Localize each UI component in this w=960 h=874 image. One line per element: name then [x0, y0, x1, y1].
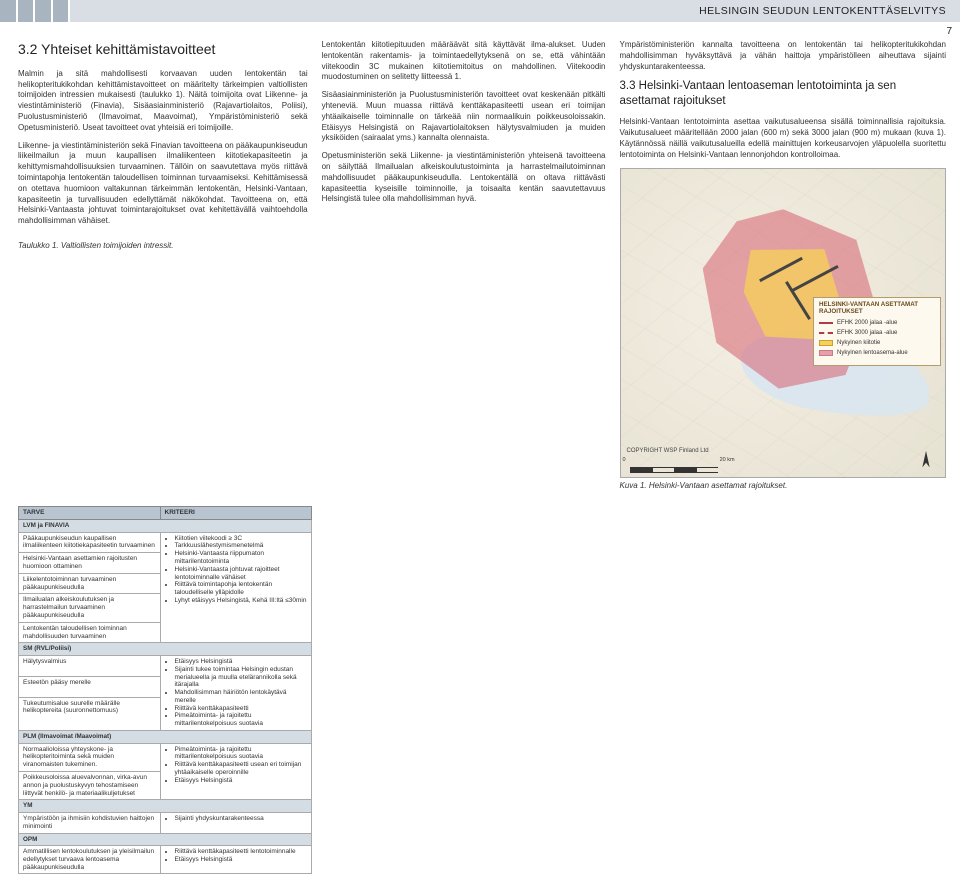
legend-row: EFHK 2000 jalaa -alue — [819, 319, 935, 327]
table-need-cell: Pääkaupunkiseudun kaupallisen ilmaliiken… — [19, 532, 161, 553]
header-stripes — [0, 0, 70, 22]
interests-table: TARVE KRITEERI LVM ja FINAVIAPääkaupunki… — [18, 506, 312, 874]
north-arrow-icon — [915, 449, 937, 471]
table-criteria-cell: Pimeätoiminta- ja rajoitettu mittarilent… — [160, 743, 312, 800]
page-body: 3.2 Yhteiset kehittämistavoitteet Malmin… — [0, 22, 960, 502]
table-group-label: OPM — [19, 833, 312, 846]
column-3: Ympäristöministeriön kannalta tavoitteen… — [620, 40, 947, 492]
table-group-label: PLM (Ilmavoimat /Maavoimat) — [19, 731, 312, 744]
para-3-2-f: Ympäristöministeriön kannalta tavoitteen… — [620, 40, 947, 72]
table-need-cell: Esteetön pääsy merelle — [19, 676, 161, 697]
criteria-item: Helsinki-Vantaasta riippumaton mittarile… — [175, 550, 308, 566]
table-group-label: YM — [19, 800, 312, 813]
map-copyright: COPYRIGHT WSP Finland Ltd — [627, 447, 709, 455]
table-criteria-cell: Etäisyys HelsingistäSijainti tukee toimi… — [160, 655, 312, 730]
legend-row: Nykyinen lentoasema-alue — [819, 349, 935, 357]
legend-swatch — [819, 350, 833, 356]
para-3-2-b: Liikenne- ja viestintäministeriön sekä F… — [18, 141, 308, 227]
criteria-item: Riittävä kenttäkapasiteetti usean eri to… — [175, 761, 308, 777]
table-group-label: SM (RVL/Poliisi) — [19, 643, 312, 656]
criteria-item: Etäisyys Helsingistä — [175, 777, 308, 785]
criteria-item: Riittävä kenttäkapasiteetti — [175, 705, 308, 713]
criteria-item: Kiitotien viitekoodi ≥ 3C — [175, 535, 308, 543]
table-need-cell: Ilmailualan alkeiskoulutuksen ja harrast… — [19, 594, 161, 622]
criteria-item: Etäisyys Helsingistä — [175, 658, 308, 666]
table-need-cell: Poikkeusoloissa aluevalvonnan, virka-avu… — [19, 772, 161, 800]
table-need-cell: Ammatillisen lentokoulutuksen ja yleisil… — [19, 846, 161, 874]
table-caption: Taulukko 1. Valtiollisten toimijoiden in… — [18, 241, 308, 252]
criteria-item: Sijainti tukee toimintaa Helsingin edust… — [175, 666, 308, 689]
table-need-cell: Lentokentän taloudellisen toiminnan mahd… — [19, 622, 161, 643]
table-need-cell: Tukeutumisalue suurelle määrälle helikop… — [19, 697, 161, 731]
para-3-2-a: Malmin ja sitä mahdollisesti korvaavan u… — [18, 69, 308, 134]
section-3-2-heading: 3.2 Yhteiset kehittämistavoitteet — [18, 40, 308, 59]
legend-swatch — [819, 340, 833, 346]
legend-swatch — [819, 322, 833, 324]
column-2: Lentokentän kiitotiepituuden määräävät s… — [322, 40, 606, 492]
criteria-item: Pimeätoiminta- ja rajoitettu mittarilent… — [175, 712, 308, 728]
legend-label: Nykyinen kiitotie — [837, 339, 880, 347]
table-need-cell: Normaalioloissa yhteyskone- ja helikopte… — [19, 743, 161, 771]
criteria-item: Etäisyys Helsingistä — [175, 856, 308, 864]
header-title: HELSINGIN SEUDUN LENTOKENTTÄSELVITYS — [699, 4, 946, 18]
table-need-cell: Liikelentotoiminnan turvaaminen pääkaupu… — [19, 573, 161, 594]
map-legend: HELSINKI-VANTAAN ASETTAMAT RAJOITUKSET E… — [813, 297, 941, 366]
table-criteria-cell: Kiitotien viitekoodi ≥ 3CTarkkuuslähesty… — [160, 532, 312, 643]
criteria-item: Sijainti yhdyskuntarakenteessa — [175, 815, 308, 823]
table-header-need: TARVE — [19, 507, 161, 520]
criteria-item: Lyhyt etäisyys Helsingistä, Kehä III:ltä… — [175, 597, 308, 605]
table-need-cell: Ympäristöön ja ihmisiin kohdistuvien hai… — [19, 812, 161, 833]
table-need-cell: Hälytysvalmius — [19, 655, 161, 676]
table-group-label: LVM ja FINAVIA — [19, 520, 312, 533]
page-number: 7 — [946, 25, 952, 39]
legend-swatch — [819, 332, 833, 334]
table-criteria-cell: Sijainti yhdyskuntarakenteessa — [160, 812, 312, 833]
header-bar: HELSINGIN SEUDUN LENTOKENTTÄSELVITYS — [0, 0, 960, 22]
legend-label: Nykyinen lentoasema-alue — [837, 349, 908, 357]
para-3-3-a: Helsinki-Vantaan lentotoiminta asettaa v… — [620, 117, 947, 160]
criteria-item: Helsinki-Vantaasta johtuvat rajoitteet l… — [175, 566, 308, 582]
table-need-cell: Helsinki-Vantaan asettamien rajoitusten … — [19, 553, 161, 574]
criteria-item: Riittävä kenttäkapasiteetti lentotoiminn… — [175, 848, 308, 856]
section-3-3-heading: 3.3 Helsinki-Vantaan lentoaseman lentoto… — [620, 79, 947, 109]
table-area: TARVE KRITEERI LVM ja FINAVIAPääkaupunki… — [0, 500, 960, 874]
criteria-item: Pimeätoiminta- ja rajoitettu mittarilent… — [175, 746, 308, 762]
legend-label: EFHK 2000 jalaa -alue — [837, 319, 897, 327]
map-scalebar: 0 20 km — [627, 466, 733, 473]
legend-row: EFHK 3000 jalaa -alue — [819, 329, 935, 337]
column-1: 3.2 Yhteiset kehittämistavoitteet Malmin… — [18, 40, 308, 492]
para-3-2-c: Lentokentän kiitotiepituuden määräävät s… — [322, 40, 606, 83]
legend-label: EFHK 3000 jalaa -alue — [837, 329, 897, 337]
table-header-criteria: KRITEERI — [160, 507, 312, 520]
para-3-2-e: Opetusministeriön sekä Liikenne- ja vies… — [322, 151, 606, 205]
legend-row: Nykyinen kiitotie — [819, 339, 935, 347]
map-caption: Kuva 1. Helsinki-Vantaan asettamat rajoi… — [620, 481, 947, 492]
criteria-item: Tarkkuuslähestymismenetelmä — [175, 542, 308, 550]
legend-title: HELSINKI-VANTAAN ASETTAMAT RAJOITUKSET — [819, 302, 935, 316]
para-3-2-d: Sisäasiainministeriön ja Puolustusminist… — [322, 90, 606, 144]
map-figure: HELSINKI-VANTAAN ASETTAMAT RAJOITUKSET E… — [620, 168, 947, 478]
criteria-item: Riittävä toimintapohja lentokentän talou… — [175, 581, 308, 597]
table-criteria-cell: Riittävä kenttäkapasiteetti lentotoiminn… — [160, 846, 312, 874]
table-wrap: TARVE KRITEERI LVM ja FINAVIAPääkaupunki… — [18, 506, 312, 874]
